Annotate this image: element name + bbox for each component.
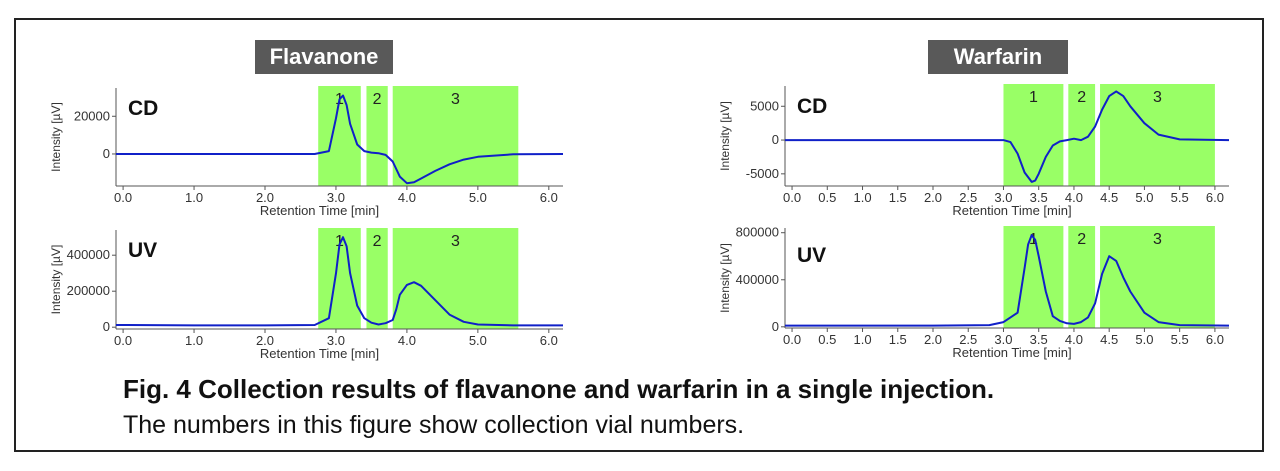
- x-tick-label: 6.0: [540, 333, 558, 348]
- collection-band-2: [366, 86, 388, 186]
- x-tick-label: 5.0: [469, 333, 487, 348]
- collection-band-2: [366, 228, 388, 329]
- x-tick-label: 0.5: [818, 190, 836, 205]
- x-axis-label: Retention Time [min]: [260, 203, 379, 218]
- x-tick-label: 4.0: [1065, 190, 1083, 205]
- figure-caption-subtitle: The numbers in this figure show collecti…: [123, 411, 745, 439]
- x-tick-label: 4.0: [1065, 332, 1083, 347]
- x-tick-label: 5.0: [469, 190, 487, 205]
- x-tick-label: 1.0: [853, 190, 871, 205]
- collection-vial-label: 2: [1077, 89, 1086, 106]
- x-tick-label: 2.0: [256, 190, 274, 205]
- x-tick-label: 5.0: [1135, 190, 1153, 205]
- x-tick-label: 2.5: [959, 332, 977, 347]
- x-tick-label: 6.0: [1206, 190, 1224, 205]
- chart-warfarin-cd: 1 2 3 0.0 0.5 1.0 1.5 2.0 2.5 3.0 3.5 4.0 4.5 5.0 5.5 6…: [718, 84, 1230, 218]
- chart-flavanone-cd: 1 2 30.0 1.0 2.0 3.0 4.0 5.0 6.0020000Retention …: [49, 86, 564, 218]
- signal-trace-cd: [116, 94, 564, 185]
- x-tick-label: 2.5: [959, 190, 977, 205]
- y-tick-label: 5000: [750, 98, 779, 113]
- trace-label-uv: UV: [797, 244, 826, 267]
- collection-vial-label: 2: [1077, 231, 1086, 248]
- y-tick-label: -5000: [746, 166, 779, 181]
- x-axis-label: Retention Time [min]: [952, 345, 1071, 360]
- chart-flavanone-uv: 1 2 3 0.0 1.0 2.0 3.0 4.0 5.0 6.0 0 200000 400000 Ret…: [49, 228, 563, 361]
- figure-frame: [14, 18, 1264, 452]
- signal-trace-uv: [115, 236, 563, 327]
- x-tick-label: 2.0: [256, 333, 274, 348]
- x-tick-label: 3.0: [994, 190, 1012, 205]
- y-tick-label: 0: [772, 132, 779, 147]
- y-tick-label: 20000: [74, 108, 110, 123]
- x-tick-label: 6.0: [1206, 332, 1224, 347]
- y-tick-label: 0: [103, 319, 110, 334]
- x-tick-label: 0.0: [114, 333, 132, 348]
- x-tick-label: 0.0: [114, 190, 132, 205]
- x-tick-label: 0.0: [783, 332, 801, 347]
- trace-label-cd: CD: [128, 97, 158, 120]
- collection-vial-label: 1: [1029, 89, 1038, 106]
- x-tick-label: 2.0: [924, 332, 942, 347]
- x-tick-label: 1.0: [185, 190, 203, 205]
- x-tick-label: 3.0: [327, 333, 345, 348]
- collection-vial-label: 2: [373, 91, 382, 108]
- x-tick-label: 3.0: [994, 332, 1012, 347]
- y-tick-label: 0: [103, 146, 110, 161]
- collection-vial-label: 3: [451, 233, 460, 250]
- panel-title-flavanone: Flavanone: [255, 40, 393, 74]
- x-tick-label: 5.5: [1171, 332, 1189, 347]
- x-tick-label: 1.0: [185, 333, 203, 348]
- x-tick-label: 2.0: [924, 190, 942, 205]
- collection-vial-label: 2: [373, 233, 382, 250]
- trace-label-uv: UV: [128, 239, 157, 262]
- x-tick-label: 5.0: [1135, 332, 1153, 347]
- x-tick-label: 3.0: [327, 190, 345, 205]
- x-tick-label: 0.0: [783, 190, 801, 205]
- collection-vial-label: 1: [335, 233, 344, 250]
- collection-vial-label: 3: [1153, 89, 1162, 106]
- y-axis-label: Intensity [µV]: [718, 101, 732, 171]
- panel-title-warfarin: Warfarin: [928, 40, 1068, 74]
- collection-band-3: [1100, 226, 1215, 328]
- collection-band-3: [392, 86, 519, 186]
- figure-caption-title: Fig. 4 Collection results of flavanone a…: [123, 374, 995, 404]
- x-tick-label: 3.5: [1030, 332, 1048, 347]
- collection-band-3: [392, 228, 519, 329]
- x-tick-label: 4.5: [1100, 332, 1118, 347]
- collection-vial-label: 3: [1153, 231, 1162, 248]
- x-tick-label: 0.5: [818, 332, 836, 347]
- y-tick-label: 400000: [67, 247, 110, 262]
- y-axis-label: Intensity [µV]: [49, 245, 63, 315]
- collection-band-2: [1068, 84, 1096, 186]
- x-tick-label: 1.5: [889, 190, 907, 205]
- x-axis-label: Retention Time [min]: [260, 346, 379, 361]
- signal-trace-uv: [785, 234, 1230, 327]
- x-tick-label: 6.0: [540, 190, 558, 205]
- y-tick-label: 0: [772, 319, 779, 334]
- chart-warfarin-uv: 1 2 3 0.0 0.5 1.0 1.5 2.0 2.5 3.0 3.5 4.0 4.5 5.0 5.5 6…: [718, 225, 1230, 360]
- y-axis-label: Intensity [µV]: [49, 102, 63, 172]
- trace-label-cd: CD: [797, 95, 827, 118]
- y-tick-label: 800000: [736, 225, 779, 240]
- x-tick-label: 3.5: [1030, 190, 1048, 205]
- collection-vial-label: 3: [451, 91, 460, 108]
- x-tick-label: 4.0: [398, 333, 416, 348]
- y-tick-label: 400000: [736, 272, 779, 287]
- x-tick-label: 1.5: [889, 332, 907, 347]
- signal-trace-cd: [785, 90, 1230, 183]
- y-axis-label: Intensity [µV]: [718, 243, 732, 313]
- x-tick-label: 5.5: [1171, 190, 1189, 205]
- x-tick-label: 4.0: [398, 190, 416, 205]
- collection-vial-label: 1: [1029, 231, 1038, 248]
- collection-band-1: [1003, 84, 1064, 186]
- x-axis-label: Retention Time [min]: [952, 203, 1071, 218]
- y-tick-label: 200000: [67, 283, 110, 298]
- x-tick-label: 1.0: [853, 332, 871, 347]
- x-tick-label: 4.5: [1100, 190, 1118, 205]
- collection-band-1: [1003, 226, 1064, 328]
